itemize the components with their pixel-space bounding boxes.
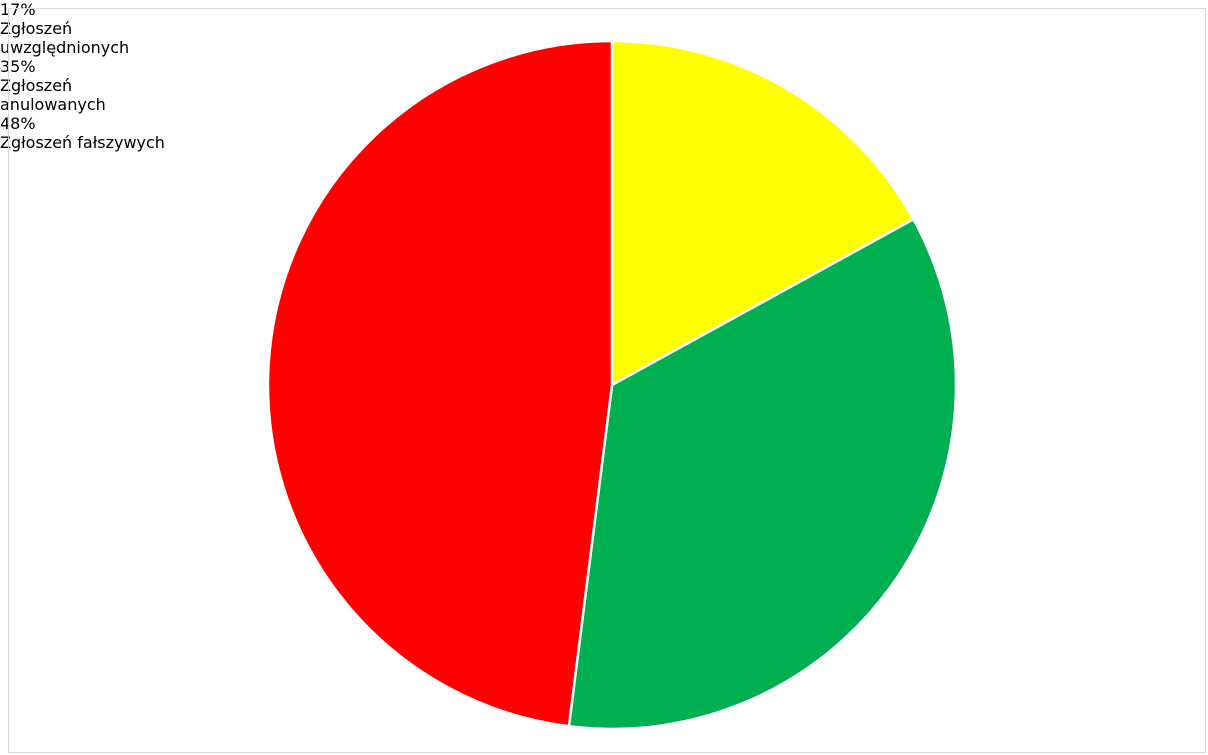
category-label: Zgłoszeń fałszywych [0, 133, 165, 152]
data-label: 17% Zgłoszeń uwzględnionych [0, 0, 160, 57]
pie-slice [610, 39, 916, 388]
data-label: 35% Zgłoszeń anulowanych [0, 57, 160, 114]
chart-frame [8, 8, 1206, 753]
category-label: Zgłoszeń anulowanych [0, 76, 106, 114]
pie-slice [567, 217, 958, 731]
pie-slice [266, 39, 614, 728]
category-label: Zgłoszeń uwzględnionych [0, 19, 130, 57]
